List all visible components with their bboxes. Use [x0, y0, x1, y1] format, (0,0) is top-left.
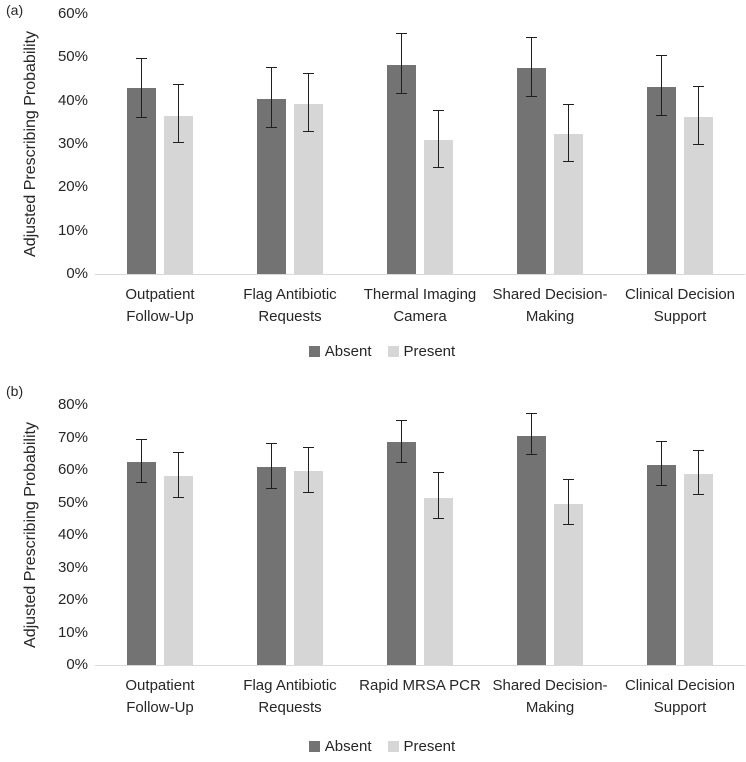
y-axis: 0% 10% 20% 30% 40% 50% 60% — [0, 0, 95, 381]
y-tick-label: 70% — [57, 428, 88, 446]
error-bar — [656, 440, 667, 486]
error-bar — [303, 447, 314, 494]
error-bar — [136, 439, 147, 483]
y-tick-label: 10% — [57, 221, 88, 239]
bar-absent — [127, 87, 156, 274]
legend-swatch-present — [387, 345, 399, 357]
y-axis: 0% 10% 20% 30% 40% 50% 60% 70% 80% — [0, 381, 95, 762]
y-tick-label: 60% — [57, 5, 88, 22]
category-group — [95, 14, 225, 274]
legend: Absent Present — [0, 737, 746, 755]
category-group — [225, 14, 355, 274]
error-bar — [693, 449, 704, 495]
error-bar — [563, 478, 574, 525]
y-tick-label: 0% — [66, 265, 88, 282]
legend-swatch-present — [387, 740, 399, 752]
category-label: Thermal Imaging Camera — [363, 286, 477, 325]
error-bar — [526, 36, 537, 98]
legend-label: Absent — [324, 737, 372, 755]
category-label: Outpatient Follow-Up — [125, 286, 195, 325]
legend-swatch-absent — [308, 740, 320, 752]
legend-label: Present — [403, 737, 456, 755]
bar-present — [164, 475, 193, 665]
category-group — [225, 405, 355, 665]
y-tick-label: 60% — [57, 461, 88, 478]
category-label: Clinical Decision Support — [624, 677, 736, 716]
bar-absent — [127, 461, 156, 665]
category-group — [355, 14, 485, 274]
category-group — [95, 405, 225, 665]
category-label: Outpatient Follow-Up — [125, 677, 195, 716]
legend-label: Present — [403, 342, 456, 360]
category-group — [355, 405, 485, 665]
bar-present — [294, 471, 323, 665]
bar-absent — [517, 435, 546, 665]
category-label: Flag Antibiotic Requests — [243, 286, 337, 325]
error-bar — [266, 442, 277, 489]
error-bar — [173, 84, 184, 144]
y-tick-label: 10% — [57, 623, 88, 641]
category-group — [615, 14, 745, 274]
y-tick-label: 50% — [57, 48, 88, 66]
y-tick-label: 20% — [57, 591, 88, 608]
panel-a-label: (a) — [6, 2, 24, 18]
category-label: Rapid MRSA PCR — [359, 677, 481, 694]
bar-absent — [257, 98, 286, 274]
error-bar — [173, 451, 184, 498]
legend-label: Absent — [324, 342, 372, 360]
plot-area — [95, 405, 745, 666]
legend-item-present: Present — [387, 737, 456, 755]
error-bar — [136, 57, 147, 118]
bar-absent — [647, 465, 676, 665]
y-tick-label: 50% — [57, 493, 88, 511]
category-label: Shared Decision- Making — [492, 677, 608, 716]
legend-swatch-absent — [308, 345, 320, 357]
category-label: Flag Antibiotic Requests — [243, 677, 337, 716]
category-group — [615, 405, 745, 665]
y-tick-label: 80% — [57, 396, 88, 413]
bar-present — [554, 503, 583, 665]
error-bar — [526, 412, 537, 456]
category-group — [485, 14, 615, 274]
legend-item-absent: Absent — [308, 737, 372, 755]
bar-present — [294, 104, 323, 274]
bar-absent — [387, 442, 416, 665]
y-tick-label: 40% — [57, 91, 88, 109]
y-tick-label: 30% — [57, 558, 88, 576]
category-group — [485, 405, 615, 665]
y-tick-label: 30% — [57, 135, 88, 152]
bar-absent — [647, 86, 676, 274]
y-tick-label: 0% — [66, 656, 88, 673]
error-bar — [396, 32, 407, 95]
error-bar — [433, 471, 444, 520]
plot-area — [95, 14, 745, 275]
x-axis-labels: Outpatient Follow-Up Flag Antibiotic Requ… — [95, 675, 745, 735]
error-bar — [266, 67, 277, 128]
error-bar — [303, 73, 314, 133]
error-bar — [433, 109, 444, 168]
legend: Absent Present — [0, 342, 746, 360]
error-bar — [396, 419, 407, 463]
bar-absent — [517, 68, 546, 274]
y-tick-label: 20% — [57, 178, 88, 196]
bar-present — [684, 473, 713, 665]
chart-panel-a: (a) Adjusted Prescribing Probability 0% 1… — [0, 0, 746, 381]
error-bar — [656, 55, 667, 117]
bar-absent — [387, 64, 416, 274]
chart-panel-b: (b) Adjusted Prescribing Probability 0% 1… — [0, 381, 746, 762]
bar-absent — [257, 466, 286, 665]
legend-item-absent: Absent — [308, 342, 372, 360]
legend-item-present: Present — [387, 342, 456, 360]
y-tick-label: 40% — [57, 526, 88, 543]
error-bar — [693, 86, 704, 145]
error-bar — [563, 104, 574, 163]
bar-present — [424, 497, 453, 665]
panel-b-label: (b) — [6, 383, 24, 399]
category-label: Clinical Decision Support — [624, 286, 736, 325]
x-axis-labels: Outpatient Follow-Up Flag Antibiotic Requ… — [95, 284, 745, 344]
category-label: Shared Decision- Making — [492, 286, 608, 325]
